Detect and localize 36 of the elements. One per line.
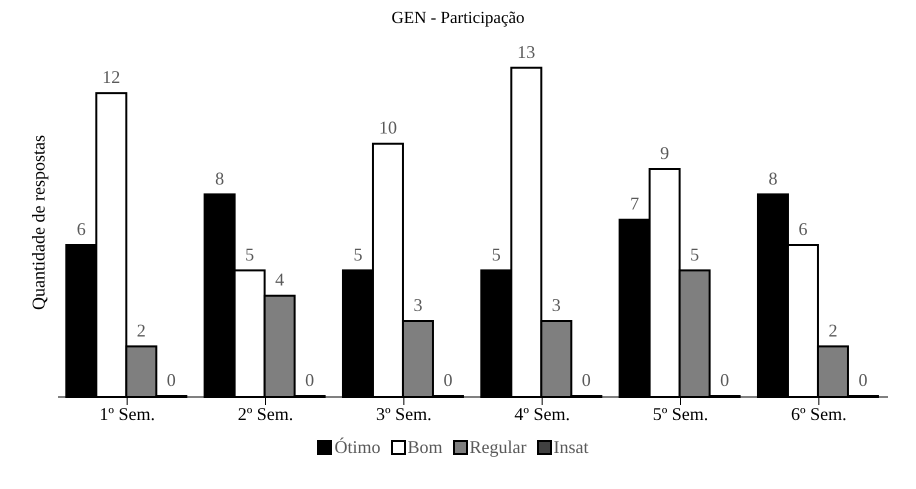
data-label: 0: [858, 370, 868, 390]
data-label: 3: [413, 295, 422, 316]
legend-label: Regular: [468, 437, 526, 458]
data-label: 9: [660, 143, 670, 164]
legend-label: Insat: [552, 437, 588, 458]
data-label: 4: [275, 270, 284, 290]
data-label: 5: [353, 244, 362, 264]
x-tick-label: 5º Sem.: [652, 404, 708, 424]
data-label: 0: [720, 370, 730, 390]
data-label: 2: [828, 320, 838, 340]
data-label: 10: [378, 118, 397, 138]
x-tick-label: 2º Sem.: [238, 404, 294, 424]
x-tick-label: 1º Sem.: [99, 404, 155, 424]
x-tick-label: 4º Sem.: [514, 404, 570, 424]
data-label: 2: [136, 320, 146, 340]
data-label: 13: [517, 42, 536, 62]
data-label: 0: [582, 370, 591, 390]
data-label: 6: [76, 219, 86, 240]
legend-label: Ótimo: [333, 437, 380, 458]
data-label: 3: [552, 295, 561, 316]
data-label: 5: [690, 244, 700, 264]
y-axis-title: Quantidade de respostas: [28, 135, 48, 310]
legend-label: Bom: [406, 437, 443, 458]
data-label: 5: [492, 244, 501, 264]
x-tick-label: 3º Sem.: [376, 404, 432, 424]
data-label: 6: [798, 219, 808, 240]
data-label: 5: [245, 244, 254, 264]
data-label: 12: [102, 67, 120, 88]
data-label: 0: [443, 370, 452, 390]
data-label: 8: [768, 168, 778, 188]
data-label: 0: [305, 370, 314, 390]
chart-title: GEN - Participação: [390, 8, 526, 28]
data-label: 7: [630, 194, 640, 214]
x-tick-label: 6º Sem.: [791, 404, 847, 424]
data-label: 8: [215, 168, 224, 188]
data-label: 0: [166, 370, 176, 390]
